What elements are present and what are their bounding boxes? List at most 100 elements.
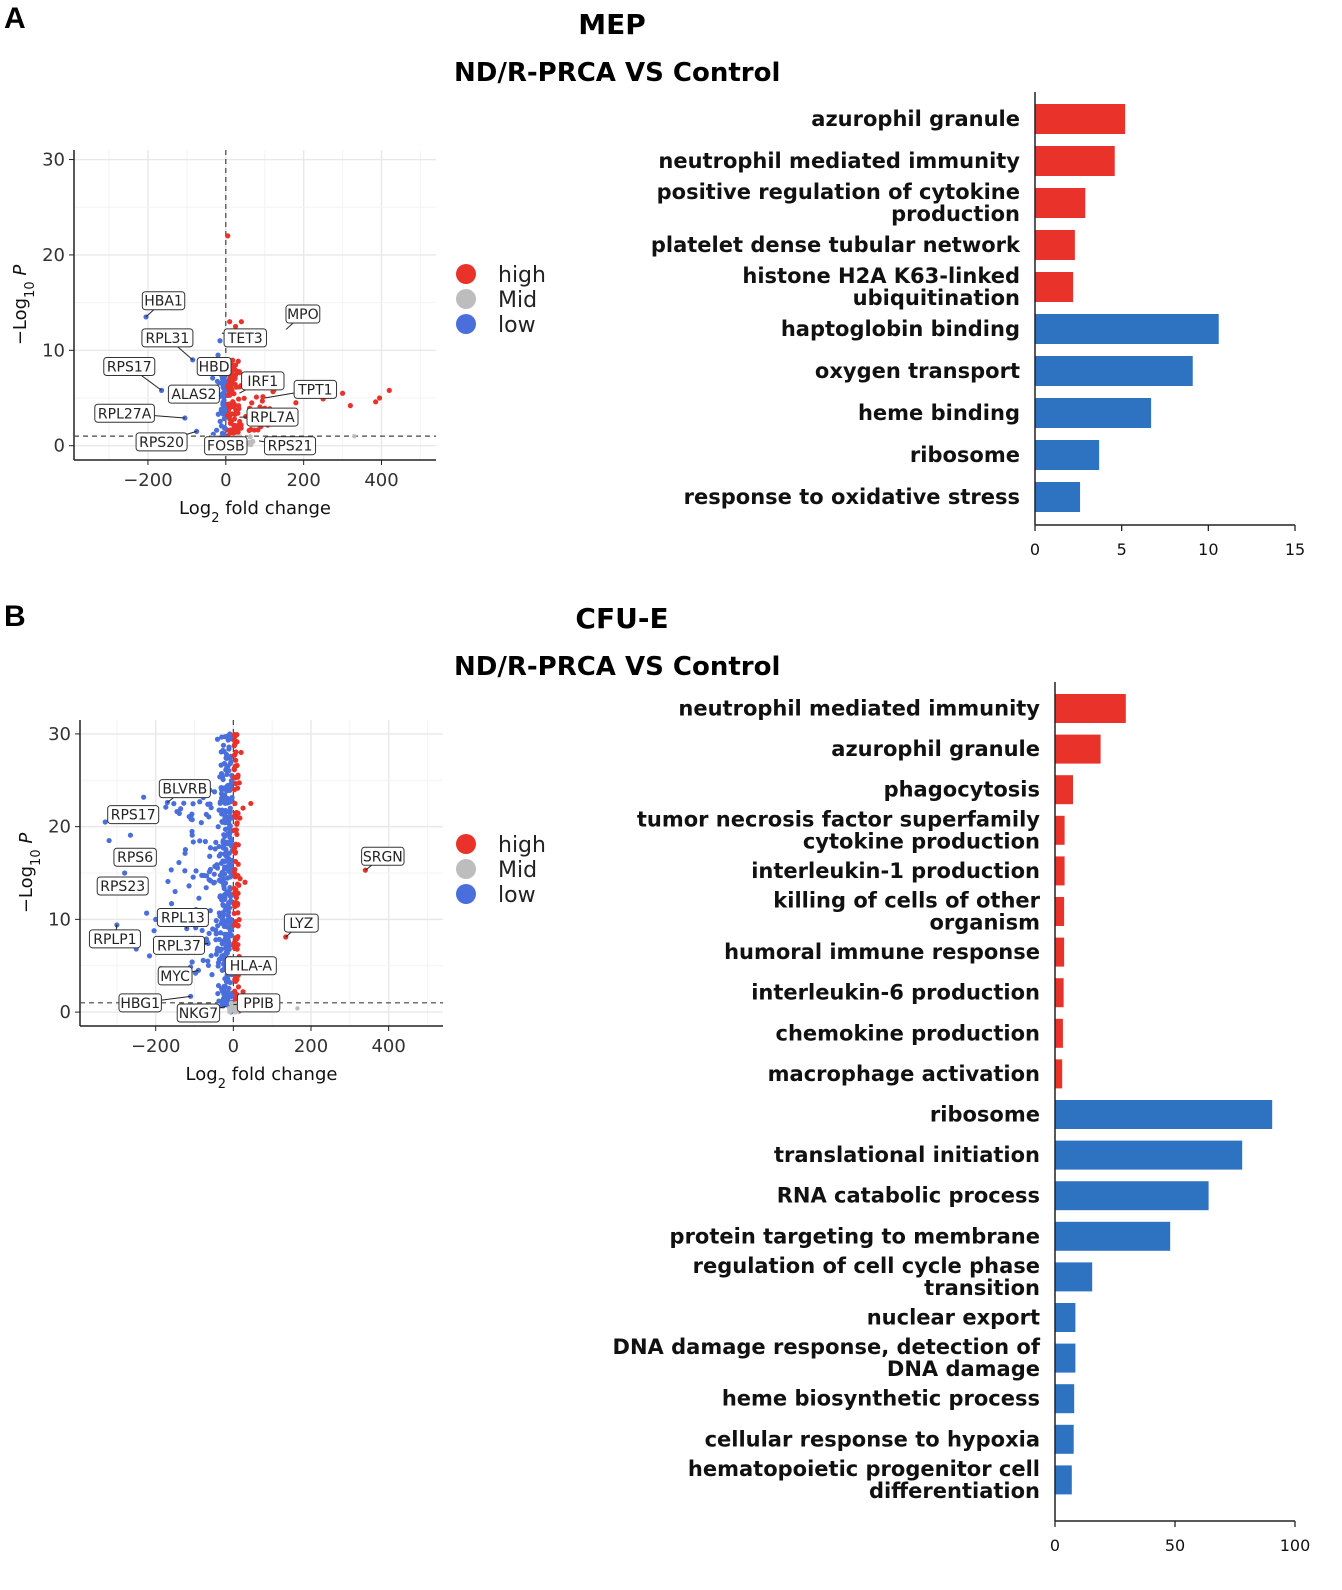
point-high	[386, 387, 392, 393]
point-low	[227, 885, 233, 891]
gene-label: RPS20	[139, 435, 184, 451]
x-tick-label: −200	[131, 1036, 180, 1057]
legend-label-mid: Mid	[498, 288, 537, 313]
point-low	[229, 794, 235, 801]
point-low	[216, 853, 222, 859]
point-low	[168, 867, 174, 873]
gene-label: RPL7A	[250, 410, 295, 426]
point-low	[222, 734, 228, 740]
point-low	[215, 824, 221, 830]
point-high	[232, 976, 238, 982]
point-high	[231, 416, 238, 422]
bar	[1035, 230, 1075, 260]
point-low	[207, 853, 213, 859]
point-high	[232, 323, 239, 330]
point-low	[213, 937, 219, 943]
bar-label: oxygen transport	[815, 359, 1020, 383]
point-low	[222, 936, 228, 942]
label-box	[176, 1003, 221, 1023]
point-high	[231, 752, 237, 758]
bar	[1055, 1465, 1072, 1495]
point-low	[228, 926, 235, 932]
gene-label: HBD	[199, 360, 230, 376]
point-low	[221, 424, 228, 430]
label-box	[156, 908, 209, 928]
point-low	[223, 755, 229, 761]
bar-label: RNA catabolic process	[777, 1184, 1040, 1208]
point-low	[227, 731, 233, 737]
point-low	[217, 338, 223, 344]
bar-label: positive regulation of cytokine productio…	[657, 180, 1020, 226]
point-low	[206, 869, 213, 875]
point-low	[182, 850, 188, 856]
bar-label: ribosome	[910, 443, 1020, 467]
point-low	[211, 879, 218, 885]
point-low	[220, 988, 226, 994]
bar	[1055, 775, 1073, 805]
bar-label: histone H2A K63-linked ubiquitination	[742, 264, 1020, 310]
point-high	[249, 400, 255, 406]
x-tick-label: 0	[220, 470, 231, 491]
legend-label-high: high	[498, 833, 546, 858]
point-high	[238, 425, 244, 431]
bar-label: neutrophil mediated immunity	[658, 149, 1020, 173]
point-high	[232, 874, 238, 880]
point-low	[168, 901, 175, 907]
bar-label: killing of cells of other organism	[773, 889, 1040, 935]
bar	[1055, 1181, 1209, 1211]
legend-label-mid: Mid	[498, 858, 537, 883]
point-high	[232, 988, 238, 994]
gene-label: RPL37	[157, 938, 201, 954]
point-high	[231, 430, 237, 436]
point-low	[225, 800, 231, 806]
point-low	[190, 874, 196, 880]
gene-label: SRGN	[363, 849, 403, 865]
bar-label: neutrophil mediated immunity	[678, 697, 1040, 721]
label-box	[118, 993, 162, 1013]
point-high	[233, 757, 239, 763]
point-high	[232, 411, 238, 417]
point-low	[218, 791, 225, 797]
bar	[1055, 694, 1126, 723]
bar-label: interleukin-6 production	[751, 981, 1040, 1005]
point-high	[347, 403, 353, 409]
bar	[1055, 1059, 1063, 1089]
bar	[1055, 1384, 1075, 1414]
point-low	[206, 877, 212, 883]
bar-label: platelet dense tubular network	[651, 233, 1021, 257]
point-low	[188, 816, 194, 822]
point-low	[144, 910, 150, 916]
point-low	[210, 375, 216, 381]
point-high	[227, 319, 233, 325]
point-low	[220, 881, 227, 887]
bar-label: azurophil granule	[811, 107, 1020, 131]
point-high	[235, 934, 241, 940]
point-low	[222, 919, 228, 926]
point-high	[226, 401, 232, 407]
point-high	[260, 394, 266, 400]
point-low	[218, 795, 225, 801]
gene-label: NKG7	[179, 1006, 218, 1022]
bar-label: ribosome	[930, 1103, 1040, 1127]
label-box	[285, 304, 321, 324]
label-box	[94, 403, 155, 423]
point-mid	[227, 1009, 233, 1015]
point-high	[235, 923, 241, 929]
point-low	[223, 951, 229, 957]
panel-title-a: MEP	[578, 8, 646, 41]
point-mid	[352, 433, 357, 439]
label-box	[196, 357, 232, 377]
point-high	[241, 395, 247, 401]
point-low	[186, 883, 192, 889]
gene-label: MYC	[160, 969, 190, 985]
point-low	[222, 379, 228, 385]
legend-key-low	[456, 884, 476, 904]
point-high	[227, 416, 233, 422]
point-high	[234, 820, 240, 826]
gene-label: BLVRB	[162, 782, 207, 798]
label-box	[135, 432, 188, 452]
point-low	[220, 742, 227, 748]
bar-label: translational initiation	[774, 1143, 1040, 1167]
point-high	[236, 917, 242, 923]
point-high	[251, 427, 257, 433]
